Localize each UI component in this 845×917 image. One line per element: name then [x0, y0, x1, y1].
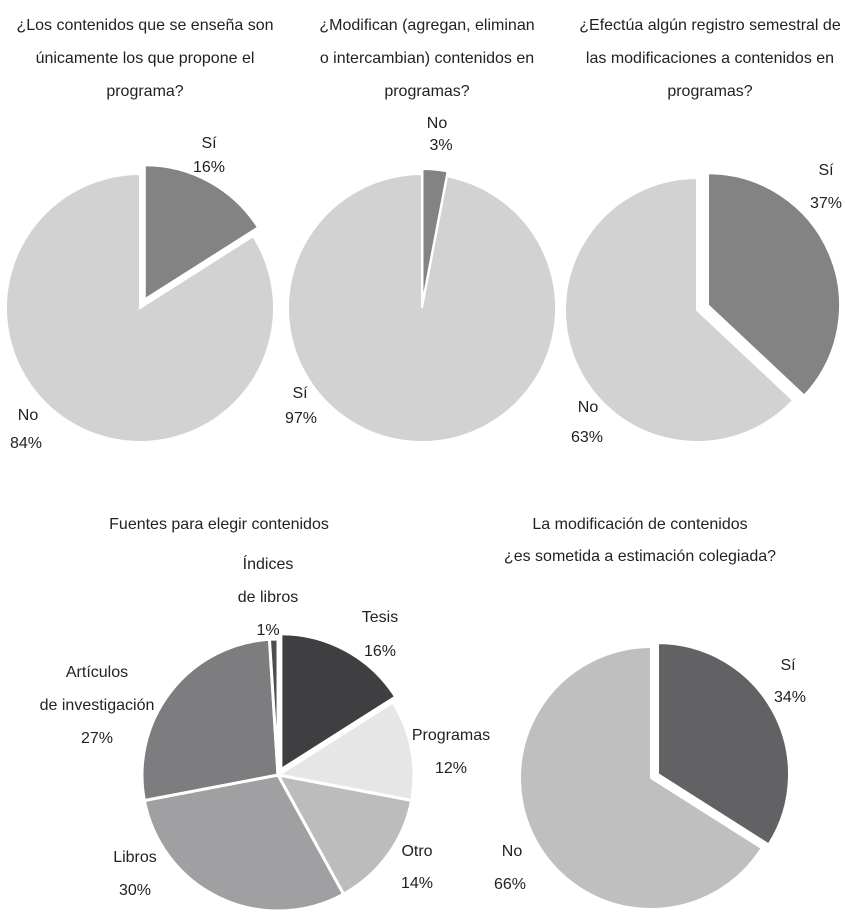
chart-2-title-line-2: o intercambian) contenidos en: [320, 50, 534, 67]
chart-2-label-si: Sí: [292, 385, 308, 402]
chart-1-slice-si: [143, 164, 260, 302]
chart-1-value-no: 84%: [10, 435, 42, 452]
chart-3-value-si: 37%: [810, 195, 842, 212]
chart-1-label-no: No: [18, 407, 39, 424]
pie-chart-registro-semestral: ¿Efectúa algún registro semestral de las…: [564, 17, 842, 446]
chart-3-label-si: Sí: [818, 162, 834, 179]
chart-4-label-otro: Otro: [401, 843, 432, 860]
chart-5-label-no: No: [502, 843, 523, 860]
chart-3-label-no: No: [578, 399, 599, 416]
chart-3-title-line-3: programas?: [667, 83, 752, 100]
chart-4-slice-articulos: [140, 637, 280, 803]
chart-1-title-line-3: programa?: [106, 83, 183, 100]
chart-5-slice-si: [657, 642, 791, 846]
chart-2-title-line-1: ¿Modifican (agregan, eliminan: [319, 17, 534, 34]
chart-2-title-line-3: programas?: [384, 83, 469, 100]
chart-2-label-no: No: [427, 115, 448, 132]
chart-4-slice-indices: [267, 637, 280, 776]
chart-4-label-tesis: Tesis: [362, 609, 398, 626]
chart-4-value-indices: 1%: [256, 622, 279, 639]
chart-2-slice-si: [287, 172, 557, 443]
chart-1-title-line-1: ¿Los contenidos que se enseña son: [16, 17, 273, 34]
chart-4-title-line-1: Fuentes para elegir contenidos: [109, 516, 329, 533]
chart-1-title-line-2: únicamente los que propone el: [36, 50, 255, 67]
chart-4-label-articulos-line-1: Artículos: [66, 664, 128, 681]
chart-3-title-line-2: las modificaciones a contenidos en: [586, 50, 834, 67]
chart-4-value-otro: 14%: [401, 875, 433, 892]
chart-4-value-programas: 12%: [435, 760, 467, 777]
chart-5-value-si: 34%: [774, 689, 806, 706]
pie-chart-estimacion-colegiada: La modificación de contenidos ¿es someti…: [494, 516, 806, 910]
chart-4-label-articulos-line-2: de investigación: [40, 697, 155, 714]
chart-5-title-line-1: La modificación de contenidos: [532, 516, 747, 533]
chart-4-slice-programas: [273, 700, 416, 803]
chart-4-value-tesis: 16%: [364, 643, 396, 660]
chart-4-value-libros: 30%: [119, 882, 151, 899]
chart-3-value-no: 63%: [571, 429, 603, 446]
chart-5-title-line-2: ¿es sometida a estimación colegiada?: [504, 548, 776, 565]
pie-chart-contenidos-programa: ¿Los contenidos que se enseña son únicam…: [5, 17, 275, 452]
chart-4-label-libros: Libros: [113, 849, 157, 866]
chart-4-slice-otro: [275, 772, 414, 897]
chart-5-slice-no: [519, 645, 763, 910]
chart-3-slice-si: [707, 172, 841, 398]
chart-4-slice-tesis: [279, 632, 398, 773]
chart-4-label-programas: Programas: [412, 727, 490, 744]
chart-1-slice-no: [5, 172, 275, 443]
chart-4-slice-libros: [142, 773, 346, 913]
chart-4-label-indices-line-1: Índices: [243, 554, 294, 573]
chart-4-value-articulos: 27%: [81, 730, 113, 747]
chart-3-slice-no: [564, 176, 795, 443]
chart-3-title-line-1: ¿Efectúa algún registro semestral de: [579, 17, 841, 34]
chart-1-label-si: Sí: [201, 135, 217, 152]
pie-chart-modifican-contenidos: ¿Modifican (agregan, eliminan o intercam…: [285, 17, 557, 443]
chart-2-value-no: 3%: [429, 137, 452, 154]
chart-2-value-si: 97%: [285, 410, 317, 427]
chart-4-label-indices-line-2: de libros: [238, 589, 298, 606]
chart-5-label-si: Sí: [780, 657, 796, 674]
chart-5-value-no: 66%: [494, 876, 526, 893]
pie-chart-fuentes-contenidos: Fuentes para elegir contenidos Tesis 16%…: [40, 516, 490, 913]
chart-1-value-si: 16%: [193, 159, 225, 176]
